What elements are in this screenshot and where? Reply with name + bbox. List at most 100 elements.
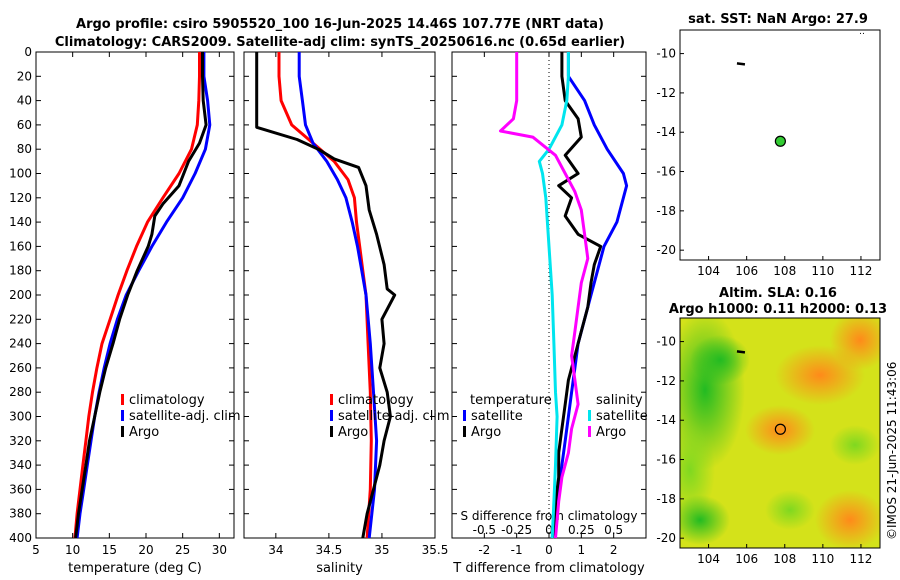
map-y-tick-label: -12: [656, 86, 676, 100]
series-line-climatology: [277, 52, 373, 539]
y-tick-label: 320: [9, 434, 32, 448]
legend-entry: Argo: [338, 425, 368, 440]
map-x-tick-label: 112: [849, 264, 872, 278]
y-tick-label: 200: [9, 288, 32, 302]
series-line-satellite-adj-clim: [75, 52, 212, 539]
x-tick-label: 35.5: [422, 543, 449, 557]
map-y-tick-label: -10: [656, 47, 676, 61]
x-tick-label: 15: [102, 543, 117, 557]
series-line-satellite-adj-clim: [297, 52, 379, 539]
sst-map-title: sat. SST: NaN Argo: 27.9: [688, 12, 868, 27]
legend-entry: satellite: [596, 409, 648, 424]
map-corner-mark: ..: [859, 27, 865, 37]
y-tick-label: 0: [24, 45, 32, 59]
imos-stamp: ©IMOS 21-Jun-2025 11:43:06: [885, 362, 899, 540]
legend-entry: climatology: [338, 393, 414, 408]
y-tick-label: 260: [9, 361, 32, 375]
axes-frame-1: [243, 51, 436, 539]
legend-swatch: [121, 426, 124, 437]
map-x-tick-label: 110: [811, 552, 834, 566]
map-frame-0: [679, 29, 881, 261]
map-x-tick-label: 112: [849, 552, 872, 566]
map-x-tick-label: 104: [697, 552, 720, 566]
y-tick-label: 380: [9, 507, 32, 521]
legend-swatch: [588, 410, 591, 421]
map-y-tick-label: -16: [656, 453, 676, 467]
s-tick-label: -0.5: [473, 523, 496, 537]
map-y-tick-label: -14: [656, 125, 676, 139]
series-line-t-satellite: [550, 52, 629, 539]
y-tick-label: 40: [17, 94, 32, 108]
y-tick-label: 300: [9, 410, 32, 424]
s-tick-label: 0.25: [568, 523, 595, 537]
x-tick-label: 35: [374, 543, 389, 557]
series-line-t-argo: [550, 52, 603, 539]
y-tick-label: 80: [17, 142, 32, 156]
map-y-tick-label: -18: [656, 204, 676, 218]
argo-location-point: [774, 423, 786, 435]
legend-swatch: [330, 410, 333, 421]
y-tick-label: 100: [9, 167, 32, 181]
y-tick-label: 60: [17, 118, 32, 132]
legend-swatch: [121, 394, 124, 405]
x-tick-label: 2: [610, 543, 618, 557]
x-tick-label: -2: [478, 543, 490, 557]
x-tick-label: 34: [268, 543, 283, 557]
y-tick-label: 20: [17, 69, 32, 83]
map-x-tick-label: 106: [735, 264, 758, 278]
x-axis-label: temperature (deg C): [68, 561, 202, 576]
legend-entry: climatology: [129, 393, 205, 408]
x-tick-label: 20: [138, 543, 153, 557]
y-tick-label: 400: [9, 531, 32, 545]
map-y-tick-label: -16: [656, 165, 676, 179]
y-tick-label: 140: [9, 215, 32, 229]
map-y-tick-label: -20: [656, 531, 676, 545]
x-tick-label: 5: [32, 543, 40, 557]
y-tick-label: 220: [9, 312, 32, 326]
legend-entry: salinity: [596, 393, 643, 408]
series-line-climatology: [73, 52, 201, 539]
series-line-argo: [74, 52, 208, 539]
y-tick-label: 360: [9, 482, 32, 496]
legend-entry: satellite: [471, 409, 523, 424]
s-difference-axis-label: S difference from climatology: [461, 509, 638, 523]
series-line-s-argo: [499, 52, 590, 539]
legend-entry: satellite-adj. clim: [338, 409, 450, 424]
axes-frame-0: [35, 51, 235, 539]
map-x-tick-label: 104: [697, 264, 720, 278]
legend-swatch: [463, 410, 466, 421]
x-tick-label: 25: [175, 543, 190, 557]
legend-swatch: [330, 426, 333, 437]
legend-entry: Argo: [129, 425, 159, 440]
map-frame-1: [679, 317, 881, 549]
y-tick-label: 340: [9, 458, 32, 472]
legend-entry: Argo: [596, 425, 626, 440]
x-axis-label: salinity: [316, 561, 363, 576]
map-y-tick-label: -10: [656, 335, 676, 349]
legend-entry: satellite-adj. clim: [129, 409, 241, 424]
x-tick-label: 10: [65, 543, 80, 557]
sla-map-title-2: Argo h1000: 0.11 h2000: 0.13: [669, 302, 887, 317]
legend-swatch: [121, 410, 124, 421]
x-axis-label: T difference from climatology: [452, 561, 645, 576]
map-y-tick-label: -20: [656, 243, 676, 257]
y-tick-label: 280: [9, 385, 32, 399]
x-tick-label: 0: [545, 543, 553, 557]
s-tick-label: -0.25: [501, 523, 532, 537]
x-tick-label: 30: [212, 543, 227, 557]
map-x-tick-label: 108: [773, 552, 796, 566]
x-tick-label: 34.5: [316, 543, 343, 557]
chart-layer: 5 10 15 20 25 3002040608010012014016018020022…: [9, 27, 881, 576]
sla-heatmap: [680, 318, 880, 548]
y-tick-label: 180: [9, 264, 32, 278]
float-track-marker: [736, 350, 746, 354]
legend-swatch: [463, 426, 466, 437]
y-tick-label: 120: [9, 191, 32, 205]
series-line-s-satellite: [537, 52, 570, 539]
map-y-tick-label: -12: [656, 374, 676, 388]
x-tick-label: 1: [578, 543, 586, 557]
legend-swatch: [330, 394, 333, 405]
sla-map-title-1: Altim. SLA: 0.16: [719, 286, 837, 301]
map-x-tick-label: 106: [735, 552, 758, 566]
